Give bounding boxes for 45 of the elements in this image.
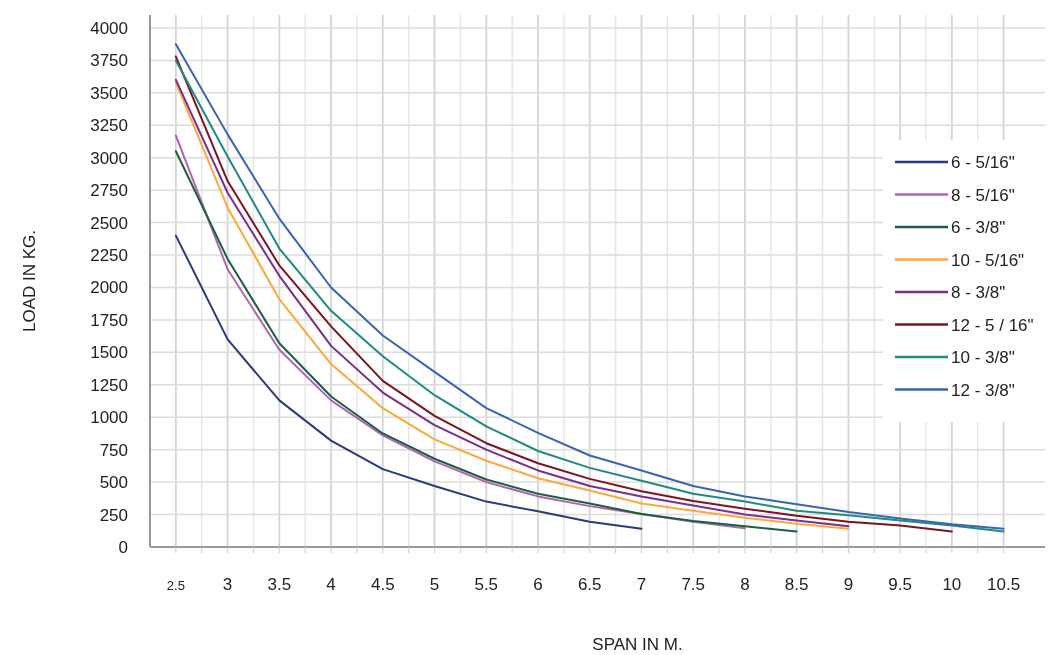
legend-label: 6 - 5/16" bbox=[951, 153, 1015, 172]
y-tick-label: 3250 bbox=[90, 116, 128, 136]
x-tick-label: 3.5 bbox=[267, 575, 292, 594]
y-tick-label: 2750 bbox=[90, 181, 128, 201]
y-tick-label: 4000 bbox=[90, 18, 128, 38]
x-tick-label: 7 bbox=[636, 575, 647, 594]
x-tick-label: 10.5 bbox=[987, 575, 1021, 594]
legend-label: 10 - 5/16" bbox=[951, 250, 1025, 270]
x-tick-label: 8 bbox=[740, 575, 750, 594]
x-tick-label: 5 bbox=[429, 575, 440, 594]
y-tick-label: 750 bbox=[99, 440, 128, 460]
line-series bbox=[174, 234, 643, 530]
y-tick-label: 2500 bbox=[90, 213, 128, 233]
legend-label: 10 - 3/8" bbox=[951, 348, 1015, 367]
x-tick-label: 8.5 bbox=[784, 575, 809, 594]
x-tick-label: 6.5 bbox=[577, 575, 602, 594]
x-tick-label: 9 bbox=[843, 575, 854, 594]
y-tick-label: 1500 bbox=[90, 343, 128, 363]
legend-label: 6 - 3/8" bbox=[951, 218, 1006, 237]
y-tick-label: 2250 bbox=[90, 246, 128, 266]
y-tick-label: 1250 bbox=[90, 375, 128, 395]
y-tick-label: 250 bbox=[99, 505, 128, 525]
legend-label: 12 - 5 / 16" bbox=[951, 315, 1034, 335]
y-tick-label: 1000 bbox=[90, 408, 128, 428]
x-tick-label: 5.5 bbox=[474, 575, 499, 594]
y-tick-label: 0 bbox=[118, 538, 128, 557]
legend-label: 12 - 3/8" bbox=[951, 380, 1015, 400]
x-tick-label: 7.5 bbox=[681, 575, 706, 594]
x-axis-title: SPAN IN M. bbox=[592, 635, 683, 654]
y-tick-label: 2000 bbox=[90, 278, 128, 298]
y-tick-label: 3000 bbox=[90, 148, 128, 168]
x-tick-label: 4 bbox=[326, 575, 336, 594]
y-tick-label: 3750 bbox=[90, 51, 128, 71]
x-tick-label: 9.5 bbox=[888, 575, 912, 594]
legend-label: 8 - 3/8" bbox=[951, 283, 1006, 302]
legend-label: 8 - 5/16" bbox=[951, 185, 1015, 205]
y-tick-label: 1750 bbox=[90, 310, 128, 330]
y-tick-label: 500 bbox=[99, 473, 128, 493]
x-tick-label: 2.5 bbox=[166, 578, 185, 593]
x-tick-label: 3 bbox=[222, 575, 233, 594]
x-tick-label: 6 bbox=[533, 575, 543, 594]
x-tick-label: 10 bbox=[942, 575, 962, 594]
y-axis-title: LOAD IN KG. bbox=[20, 229, 39, 333]
x-tick-label: 4.5 bbox=[370, 575, 395, 594]
y-tick-label: 3500 bbox=[90, 83, 128, 103]
